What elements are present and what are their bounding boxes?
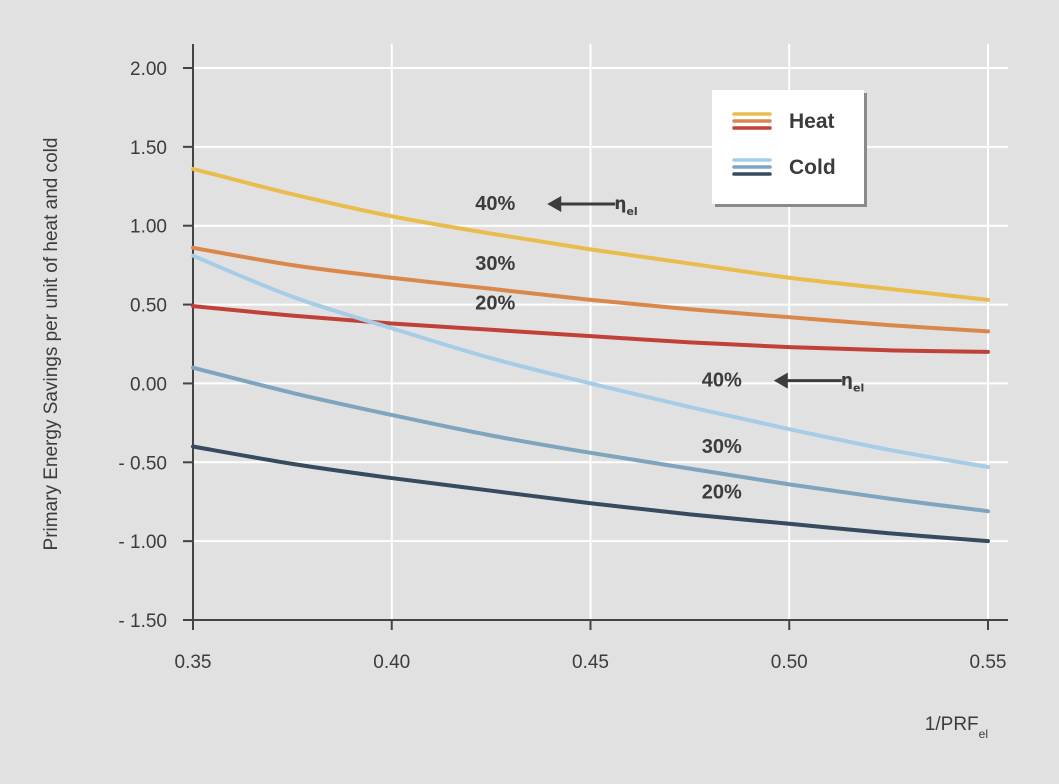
efficiency-label: 30% (702, 436, 742, 458)
x-tick-label: 0.55 (970, 652, 1007, 673)
y-tick-label: - 0.50 (118, 453, 167, 474)
series-lines (191, 166, 990, 544)
arrow-head (547, 195, 562, 212)
y-tick-label: 1.00 (130, 217, 167, 238)
x-tick-label: 0.35 (175, 652, 212, 673)
y-tick-label: 1.50 (130, 138, 167, 159)
y-tick-label: - 1.50 (118, 611, 167, 632)
efficiency-label: 30% (475, 253, 515, 275)
arrow-head (773, 372, 788, 389)
legend-box (712, 90, 864, 204)
series-line-heat-40pct (191, 166, 990, 302)
annotations: 40% ηel 30% 20% 40% ηel 30% 20% (475, 193, 864, 504)
efficiency-label: 20% (475, 292, 515, 314)
x-tick-label: 0.45 (572, 652, 609, 673)
y-tick-label: 0.00 (130, 374, 167, 395)
y-tick-label: 0.50 (130, 296, 167, 317)
y-tick-label: - 1.00 (118, 532, 167, 553)
x-tick-label: 0.40 (373, 652, 410, 673)
series-line-heat-30pct (191, 245, 990, 334)
legend-label-cold: Cold (789, 156, 836, 179)
eta-el-label: ηel (614, 194, 637, 218)
series-line-heat-20pct (191, 304, 990, 354)
efficiency-label: 20% (702, 482, 742, 504)
axes: 2.00 1.50 1.00 0.50 0.00 - 0.50 - 1.00 - 1.50 0.… (41, 44, 1008, 741)
y-tick-label: 2.00 (130, 59, 167, 80)
legend: Heat Cold (712, 90, 864, 204)
series-line-cold-30pct (191, 365, 990, 514)
eta-el-label: ηel (841, 371, 864, 395)
efficiency-label: 40% (702, 370, 742, 392)
x-axis-title: 1/PRFel (925, 714, 988, 741)
legend-label-heat: Heat (789, 110, 835, 133)
x-tick-label: 0.50 (771, 652, 808, 673)
efficiency-label: 40% (475, 193, 515, 215)
y-axis-title: Primary Energy Savings per unit of heat … (41, 138, 62, 551)
series-line-cold-40pct (191, 253, 990, 470)
series-line-cold-20pct (191, 444, 990, 544)
